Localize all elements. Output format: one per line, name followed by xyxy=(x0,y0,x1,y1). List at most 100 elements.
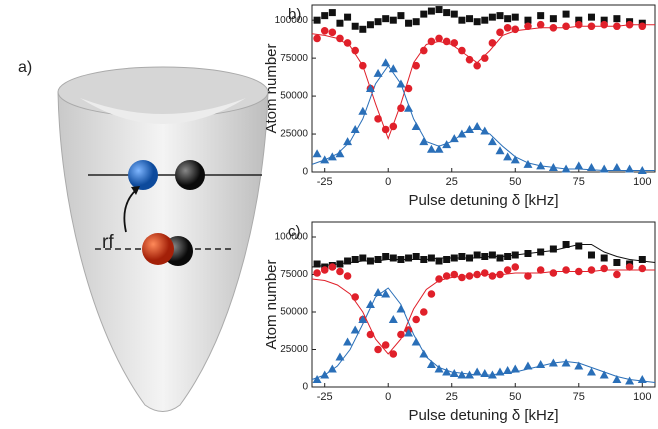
y-axis-label: Atom number xyxy=(263,43,280,133)
circle-point xyxy=(480,54,489,62)
plot-frame xyxy=(311,221,656,388)
x-tick-label: 25 xyxy=(446,176,458,188)
circle-point xyxy=(313,269,321,277)
triangle-point xyxy=(343,137,353,146)
circle-point xyxy=(320,266,329,274)
circle-point xyxy=(496,28,504,37)
square-point xyxy=(466,254,474,262)
triangle-point xyxy=(586,367,596,376)
x-tick-label: 75 xyxy=(573,176,585,188)
circle-point xyxy=(435,34,443,43)
fit-line xyxy=(311,269,655,355)
triangle-point xyxy=(320,370,330,379)
square-point xyxy=(420,10,428,18)
square-point xyxy=(420,256,428,263)
circle-point xyxy=(613,22,621,31)
square-point xyxy=(549,245,557,253)
triangle-point xyxy=(599,370,609,379)
circle-point xyxy=(336,267,344,276)
x-tick-label: -25 xyxy=(317,391,333,403)
y-tick-label: 100000 xyxy=(275,232,309,243)
square-point xyxy=(537,248,545,256)
circle-point xyxy=(313,34,321,43)
y-axis-label: Atom number xyxy=(263,259,280,349)
plot-frame xyxy=(311,4,656,173)
circle-point xyxy=(536,266,545,274)
square-point xyxy=(466,15,474,23)
circle-point xyxy=(473,270,481,279)
triangle-point xyxy=(548,358,558,367)
circle-point xyxy=(549,269,558,277)
circle-point xyxy=(496,270,504,279)
triangle-point xyxy=(426,360,436,368)
circle-point xyxy=(343,39,352,47)
triangle-point xyxy=(434,364,444,373)
triangle-point xyxy=(510,364,520,373)
y-tick-label: 75000 xyxy=(280,53,308,64)
arrow-label: rf xyxy=(102,232,114,253)
square-point xyxy=(321,12,329,20)
triangle-point xyxy=(327,152,337,161)
circle-point xyxy=(458,46,466,55)
triangle-point xyxy=(536,360,546,368)
triangle-point xyxy=(574,161,584,170)
square-point xyxy=(549,15,557,23)
square-point xyxy=(587,251,595,259)
circle-point xyxy=(419,308,428,316)
triangle-point xyxy=(358,315,368,323)
circle-point xyxy=(587,22,596,31)
square-point xyxy=(366,21,374,29)
circle-point xyxy=(404,84,413,93)
circle-point xyxy=(473,61,481,70)
triangle-point xyxy=(523,159,533,168)
square-point xyxy=(435,6,443,14)
square-point xyxy=(488,13,496,21)
triangle-point xyxy=(586,162,596,171)
triangle-point xyxy=(457,370,467,379)
square-point xyxy=(344,257,352,265)
square-point xyxy=(575,16,583,24)
circle-point xyxy=(625,263,634,271)
square-point xyxy=(427,254,435,262)
square-point xyxy=(427,7,435,15)
square-point xyxy=(435,257,443,265)
panel-label: c) xyxy=(288,223,301,240)
triangle-point xyxy=(373,288,383,296)
circle-point xyxy=(450,270,459,279)
x-tick-label: 25 xyxy=(446,391,458,403)
triangle-point xyxy=(480,126,490,135)
triangle-point xyxy=(480,369,490,377)
square-point xyxy=(511,251,519,259)
square-point xyxy=(458,253,466,260)
triangle-point xyxy=(625,376,635,385)
circle-point xyxy=(381,341,390,349)
triangle-point xyxy=(637,165,647,174)
y-tick-label: 50000 xyxy=(280,307,308,318)
square-point xyxy=(524,250,532,257)
square-point xyxy=(562,10,570,18)
circle-point xyxy=(480,269,489,277)
square-point xyxy=(613,15,621,23)
triangle-point xyxy=(503,152,513,161)
circle-point xyxy=(638,264,647,273)
triangle-point xyxy=(523,361,533,370)
square-point xyxy=(473,251,481,259)
square-point xyxy=(443,9,451,17)
triangle-point xyxy=(358,106,368,115)
square-point xyxy=(473,18,481,26)
triangle-point xyxy=(612,375,622,383)
triangle-point xyxy=(350,325,360,334)
x-tick-label: -25 xyxy=(317,176,333,188)
circle-point xyxy=(366,330,375,339)
circle-point xyxy=(397,104,405,113)
square-point xyxy=(405,254,413,262)
circle-point xyxy=(465,272,474,280)
triangle-point xyxy=(396,304,406,313)
square-point xyxy=(450,254,458,262)
x-tick-label: 75 xyxy=(573,391,585,403)
triangle-point xyxy=(465,124,475,133)
triangle-point xyxy=(320,155,330,164)
circle-point xyxy=(442,37,451,46)
square-point xyxy=(481,16,489,24)
square-point xyxy=(496,254,504,262)
